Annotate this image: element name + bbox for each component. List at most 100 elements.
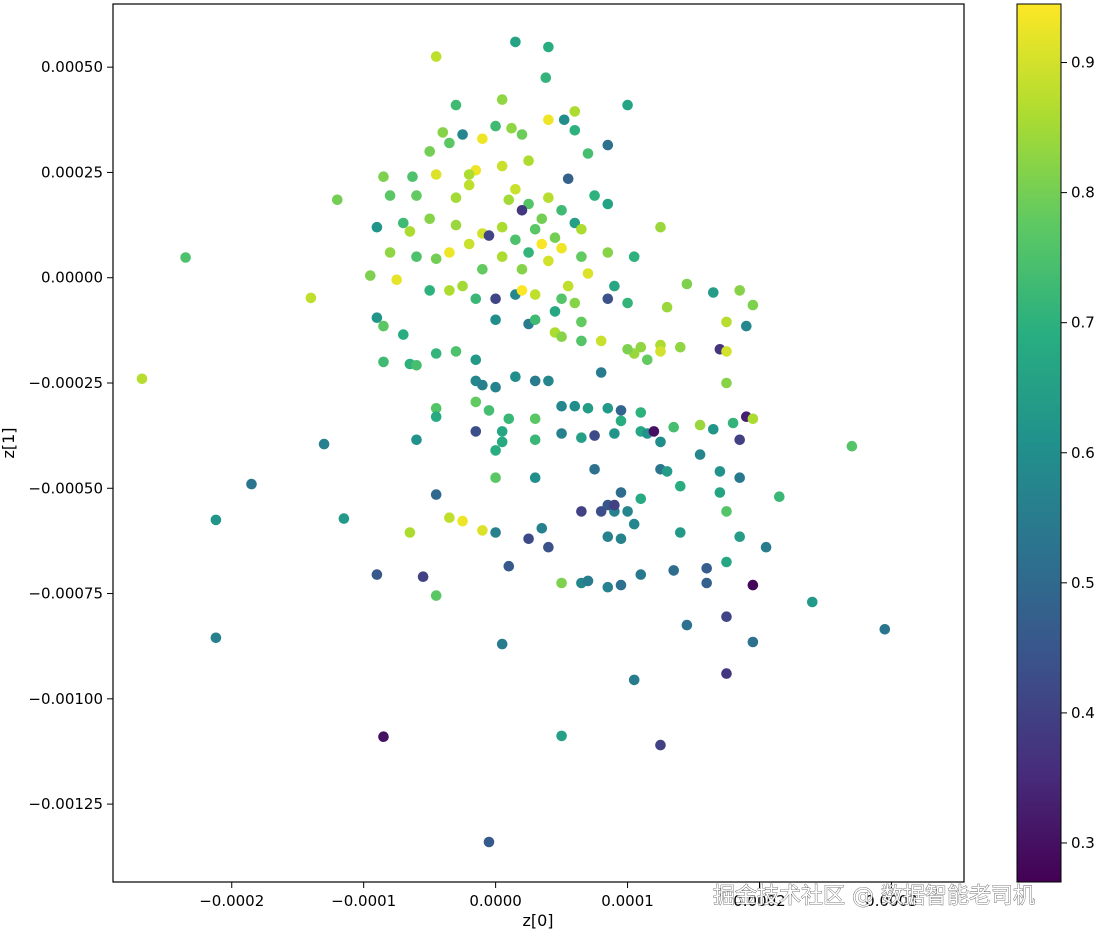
y-tick-label: 0.00025 <box>41 163 103 181</box>
scatter-point <box>506 122 517 134</box>
scatter-point <box>490 314 501 326</box>
scatter-point <box>543 541 554 553</box>
scatter-point <box>635 569 647 580</box>
scatter-point <box>430 348 442 359</box>
scatter-point <box>529 434 541 446</box>
scatter-point <box>622 99 633 111</box>
scatter-point <box>747 636 759 648</box>
scatter-point <box>655 739 666 751</box>
scatter-point <box>628 518 640 530</box>
scatter-point <box>760 541 772 553</box>
scatter-point <box>523 247 534 258</box>
scatter-point <box>543 114 554 126</box>
scatter-point <box>701 577 712 589</box>
scatter-point <box>378 320 389 332</box>
scatter-point <box>477 264 488 275</box>
x-tick-label: −0.0001 <box>331 892 396 910</box>
scatter-point <box>734 434 745 446</box>
scatter-point <box>622 506 633 517</box>
scatter-point <box>430 489 442 500</box>
scatter-point <box>576 224 587 235</box>
scatter-point <box>529 413 541 425</box>
scatter-point <box>210 514 222 526</box>
scatter-point <box>556 730 567 742</box>
y-tick-label: −0.00050 <box>28 479 103 497</box>
scatter-point <box>470 354 482 366</box>
scatter-point <box>582 148 594 159</box>
scatter-point <box>655 436 666 448</box>
scatter-point <box>444 137 455 149</box>
scatter-point <box>721 316 732 328</box>
scatter-point <box>714 466 726 477</box>
scatter-point <box>741 320 752 332</box>
scatter-point <box>569 217 581 229</box>
scatter-point <box>569 125 581 136</box>
colorbar-axis: 0.3 0.4 0.5 0.6 0.7 0.8 0.9 <box>1061 54 1095 852</box>
scatter-point <box>582 403 594 414</box>
scatter-point <box>338 513 350 524</box>
scatter-point <box>529 375 541 387</box>
scatter-point <box>622 344 633 355</box>
x-axis-label: z[0] <box>522 911 553 930</box>
scatter-point <box>523 155 534 166</box>
scatter-point <box>417 571 429 582</box>
scatter-point <box>675 480 686 492</box>
scatter-point <box>483 230 495 241</box>
x-tick-label: 0.0002 <box>733 892 786 910</box>
x-tick-label: 0.0001 <box>601 892 654 910</box>
scatter-point <box>371 569 383 580</box>
scatter-point <box>556 242 567 254</box>
scatter-point <box>450 192 462 203</box>
scatter-point <box>721 556 732 568</box>
scatter-point <box>477 379 488 391</box>
scatter-point <box>628 251 640 262</box>
watermark: 掘金技术社区 @ 数据智能老司机 <box>713 884 1035 909</box>
scatter-point <box>463 169 475 180</box>
scatter-point <box>430 403 442 414</box>
scatter-point <box>681 278 693 290</box>
scatter-point <box>556 293 567 305</box>
y-tick-label: 0.00000 <box>41 269 103 287</box>
scatter-point <box>318 438 330 450</box>
x-tick-label: 0.0000 <box>469 892 522 910</box>
scatter-point <box>332 194 343 206</box>
y-tick-label: 0.00050 <box>41 58 103 76</box>
scatter-point <box>516 285 528 296</box>
scatter-point <box>562 173 574 185</box>
scatter-point <box>615 579 627 591</box>
x-axis: −0.0002 −0.0001 0.0000 0.0001 0.0002 0.0003 <box>199 882 918 910</box>
scatter-point <box>556 577 567 589</box>
scatter-point <box>496 426 508 437</box>
colorbar-tick-label: 0.7 <box>1071 314 1095 332</box>
scatter-point <box>437 127 449 138</box>
scatter-point <box>450 99 462 111</box>
colorbar-tick-label: 0.8 <box>1071 184 1095 202</box>
scatter-point <box>246 478 257 490</box>
scatter-point <box>595 506 607 517</box>
scatter-point <box>734 531 745 542</box>
scatter-point <box>510 234 521 246</box>
scatter-point <box>496 436 508 448</box>
scatter-point <box>708 287 719 298</box>
y-axis-label: z[1] <box>0 427 18 458</box>
scatter-point <box>180 252 191 263</box>
scatter-point <box>371 221 383 233</box>
scatter-point <box>529 472 541 484</box>
y-axis: 0.00050 0.00025 0.00000 −0.00025 −0.00050 −0.… <box>28 58 113 813</box>
scatter-point <box>496 221 508 233</box>
scatter-point <box>424 285 436 296</box>
scatter-point <box>444 285 455 296</box>
scatter-point <box>496 251 508 262</box>
scatter-point <box>516 129 528 140</box>
scatter-point <box>734 472 745 484</box>
colorbar-tick-label: 0.3 <box>1071 834 1095 852</box>
scatter-point <box>642 354 653 366</box>
scatter-point <box>675 341 686 353</box>
scatter-point <box>615 487 627 498</box>
scatter-point <box>675 527 686 538</box>
scatter-point <box>602 581 614 593</box>
scatter-point <box>543 375 554 387</box>
y-tick-label: −0.00075 <box>28 585 103 603</box>
plot-frame <box>112 3 965 883</box>
